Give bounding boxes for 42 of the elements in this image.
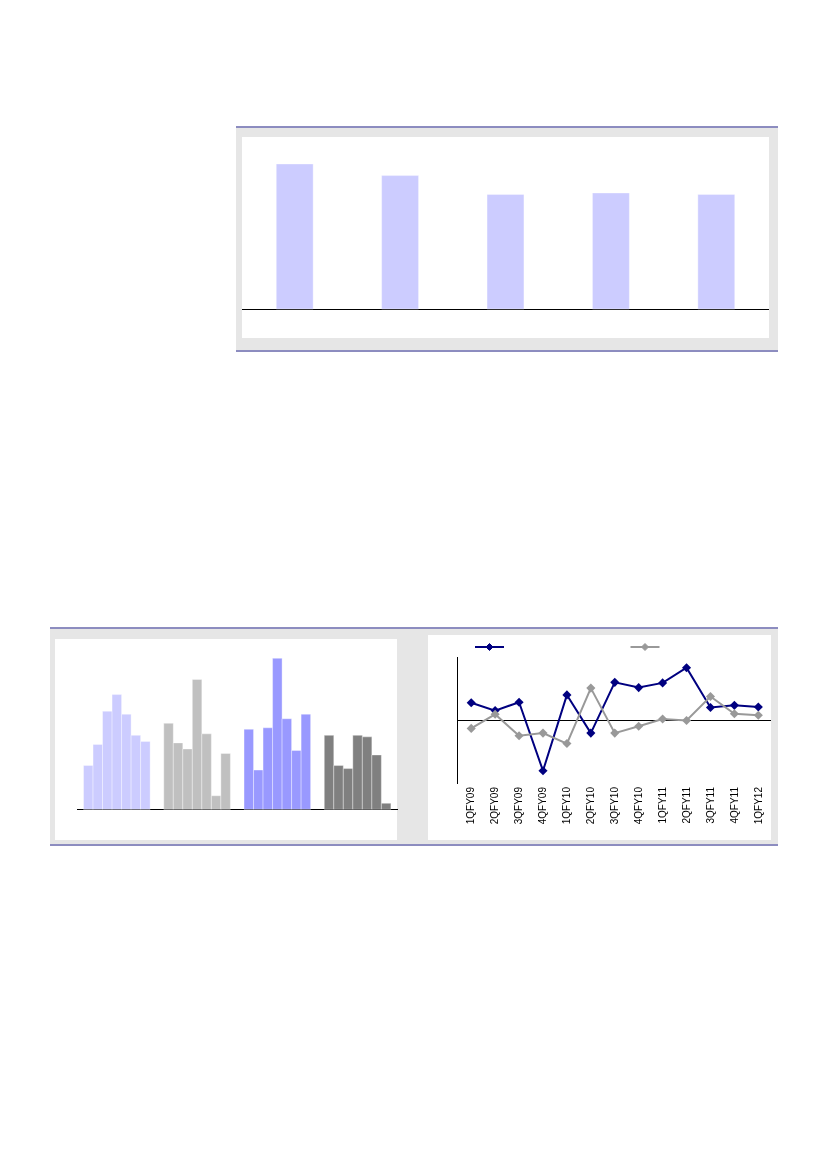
point xyxy=(705,702,716,713)
x-tick-label: 3QFY11 xyxy=(704,786,716,824)
point xyxy=(538,728,548,738)
point xyxy=(466,723,476,733)
bar xyxy=(275,163,314,310)
point xyxy=(658,714,668,724)
point xyxy=(514,731,524,741)
x-tick-label: 3QFY09 xyxy=(513,786,525,825)
x-tick-label: 4QFY10 xyxy=(632,786,644,825)
x-tick-label: 1QFY10 xyxy=(561,786,573,825)
point xyxy=(562,739,572,749)
point xyxy=(466,698,476,708)
x-tick-label: 1QFY11 xyxy=(656,786,668,824)
point xyxy=(634,683,644,693)
point xyxy=(586,683,596,693)
point xyxy=(538,766,548,776)
bar xyxy=(592,192,630,310)
point xyxy=(729,709,739,719)
point xyxy=(562,690,572,700)
x-tick-label: 2QFY10 xyxy=(585,786,597,825)
point xyxy=(753,710,763,720)
x-tick-label: 4QFY09 xyxy=(537,786,549,825)
point xyxy=(753,702,763,712)
bar xyxy=(486,194,525,310)
x-tick-label: 3QFY10 xyxy=(609,786,621,825)
x-tick-label: 2QFY11 xyxy=(680,786,692,824)
x-tick-label: 4QFY11 xyxy=(728,786,740,824)
x-tick-label: 2QFY09 xyxy=(489,786,501,825)
point xyxy=(634,721,644,731)
point xyxy=(610,728,620,738)
x-tick-label: 1QFY12 xyxy=(752,786,764,825)
bar xyxy=(381,175,419,310)
point xyxy=(586,728,596,738)
point xyxy=(681,663,692,673)
x-tick-label: 1QFY09 xyxy=(465,786,477,825)
point xyxy=(729,700,739,710)
point xyxy=(658,678,668,688)
point xyxy=(681,716,692,726)
bar xyxy=(697,194,736,310)
point xyxy=(705,691,716,702)
point xyxy=(610,677,620,687)
point xyxy=(514,697,524,707)
